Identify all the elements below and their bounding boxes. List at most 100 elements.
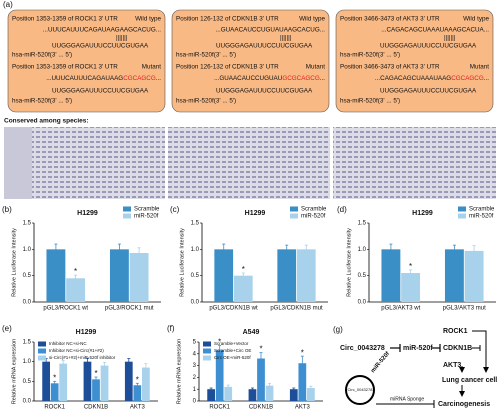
panel-label: (b) — [2, 205, 12, 214]
bar — [66, 278, 86, 302]
legend-label: miR-520f — [134, 214, 159, 220]
bar — [444, 249, 464, 302]
bar — [401, 273, 421, 302]
bar — [50, 383, 59, 401]
mirna-seq: UUGGGAGAUUUCCUUCGUGAA — [52, 88, 149, 95]
legend-label: Scramble — [134, 207, 160, 213]
legend-label: si-Circ(#1+#2)+miR-520f inhibitor — [49, 355, 116, 360]
chart-title: H1299 — [76, 329, 97, 336]
bar — [277, 249, 297, 302]
significance: * — [136, 375, 139, 384]
mirna-label: hsa-miR-520f(3' ... 5') — [12, 98, 72, 105]
panel-label: (f) — [167, 324, 175, 333]
bar — [142, 367, 150, 401]
x-tick-label: CDKN1B — [84, 405, 108, 411]
y-axis-label: Relative Luciferase Intensity — [346, 228, 352, 297]
legend-label: Scramble — [469, 207, 495, 213]
mirna-label: hsa-miR-520f(3' ... 5') — [12, 52, 72, 59]
bar — [100, 365, 109, 401]
legend-swatch — [290, 213, 298, 219]
circle-label: Circ_0043278 — [348, 387, 374, 392]
cell-label: Lung cancer cell — [442, 377, 497, 384]
legend-swatch — [290, 206, 298, 212]
significance: * — [53, 373, 56, 382]
legend-swatch — [458, 206, 466, 212]
legend-swatch — [203, 348, 211, 354]
mirna-label: hsa-miR-520f(3' ... 5') — [176, 52, 236, 59]
bar — [257, 358, 265, 401]
target-label: CDKN1B — [443, 345, 472, 352]
y-tick-label: 0.0 — [23, 300, 32, 306]
sequence: ...CAGACAGCUAAAUAAAGCACUA... — [381, 27, 489, 34]
y-tick-label: 1.0 — [23, 359, 32, 365]
significance: * — [259, 345, 262, 354]
bar — [265, 385, 274, 401]
significance: * — [74, 267, 77, 276]
y-tick-label: 2 — [193, 375, 197, 381]
type-label: Mutant — [306, 64, 326, 71]
sequence-part: ... — [484, 75, 489, 82]
y-tick-label: 1.5 — [23, 340, 32, 346]
y-tick-label: 0.5 — [23, 273, 32, 279]
significance: * — [218, 338, 221, 347]
y-tick-label: 0.5 — [358, 273, 367, 279]
legend-swatch — [38, 348, 46, 354]
bar — [59, 363, 68, 401]
site-box — [7, 9, 166, 113]
type-label: Wild type — [463, 16, 489, 23]
bar — [381, 249, 401, 302]
y-tick-label: 1.5 — [191, 221, 200, 227]
significance: * — [242, 265, 245, 274]
conserved-label: Conserved among species: — [4, 118, 89, 125]
mirna-seq: UUGGGAGAUUUCCUUCGUGAA — [216, 88, 313, 95]
position-label: Position 3466-3473 of AKT3 3' UTR — [340, 16, 440, 23]
x-tick-label: AKT3 — [130, 405, 146, 411]
y-tick-label: 0.5 — [191, 273, 200, 279]
mirna-seq: UUGGGAGAUUUCCUUCGUGAA — [52, 43, 149, 50]
sponge-label: miRNA Sponge — [390, 396, 424, 402]
species-names — [4, 127, 32, 199]
y-axis-label: Relative mRNA expression — [176, 339, 182, 404]
x-tick-label: pGL3/CDKN1B wt — [209, 306, 258, 312]
position-label: Position 126-132 of CDKN1B 3' UTR — [176, 16, 279, 23]
sequence-part: ...CAGACAGCUAAAUAAG — [375, 75, 451, 82]
x-tick-label: pGL3/AKT3 wt — [381, 306, 420, 312]
sequence-part: ...UUUCAUUUCAGAUAAG — [46, 75, 123, 82]
bar — [289, 389, 298, 401]
x-tick-label: pGL3/AKT3 mut — [443, 306, 486, 312]
legend-label: miR-520f — [301, 214, 326, 220]
bar — [92, 379, 100, 401]
pairing: ||||||| — [280, 35, 292, 42]
target-label: AKT3 — [443, 362, 461, 369]
alignment — [4, 127, 496, 199]
type-label: Mutant — [470, 64, 490, 71]
legend-label: miR-520f — [469, 214, 494, 220]
legend-swatch — [38, 341, 46, 347]
mirna-label: miR-520f — [403, 345, 433, 352]
y-axis-label: Relative Luciferase Intensity — [11, 228, 17, 297]
bar — [298, 363, 307, 401]
x-tick-label: pGL3/CDKN1B mut — [270, 306, 323, 312]
position-label: Position 3466-3473 of AKT3 3' UTR — [340, 64, 440, 71]
outcome-label: Carcinogenesis — [438, 401, 490, 408]
y-tick-label: 1.0 — [23, 247, 32, 253]
significance: * — [94, 369, 97, 378]
y-tick-label: 0.0 — [23, 399, 32, 405]
sequence: ...UUUCAUUUCAGAUAAGCGCAGCG... — [46, 75, 161, 82]
panel-g: (g) Circ_0043278 miR-520f ROCK1 CDKN1B A… — [333, 325, 497, 408]
y-tick-label: 0.0 — [358, 300, 367, 306]
chart-title: A549 — [243, 329, 260, 336]
panel-label: (c) — [170, 205, 180, 214]
legend-label: Inhibitor NC+si-NC — [49, 341, 87, 346]
legend-swatch — [458, 213, 466, 219]
y-axis-label: Relative Luciferase Intensity — [179, 228, 185, 297]
bar — [207, 389, 215, 401]
bar — [248, 389, 257, 401]
y-tick-label: 0 — [193, 399, 197, 405]
pairing: ||||||| — [116, 35, 128, 42]
panel-label: (e) — [2, 324, 12, 333]
y-tick-label: 1 — [193, 387, 197, 393]
bar — [46, 249, 66, 302]
legend-label: Scramble+Circ OE — [214, 348, 251, 353]
